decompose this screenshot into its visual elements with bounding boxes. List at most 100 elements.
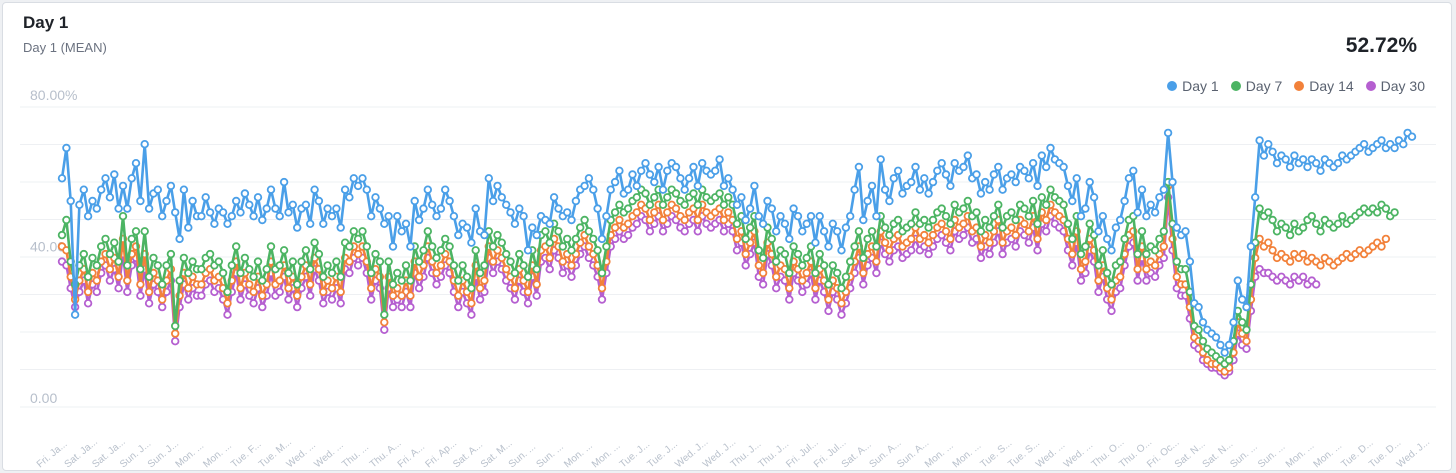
legend-item-day-14[interactable]: Day 14	[1294, 78, 1354, 94]
data-point	[240, 189, 250, 198]
data-point	[563, 234, 572, 244]
data-point	[175, 234, 184, 244]
data-point	[467, 299, 476, 308]
data-point	[806, 211, 816, 221]
data-point	[288, 200, 297, 209]
data-point	[972, 170, 981, 179]
data-point	[1063, 219, 1073, 228]
data-point	[824, 295, 833, 304]
data-point	[249, 299, 258, 308]
data-point	[1142, 276, 1151, 285]
data-point	[1041, 162, 1051, 172]
data-point	[105, 249, 115, 259]
data-point	[959, 162, 968, 172]
data-point	[406, 302, 415, 312]
data-point	[671, 189, 681, 198]
data-point	[197, 211, 206, 221]
data-point	[57, 230, 67, 240]
data-point	[1216, 340, 1225, 350]
data-point	[911, 162, 920, 172]
data-point	[184, 295, 193, 304]
data-point	[963, 196, 972, 206]
data-point	[1390, 143, 1399, 153]
data-point	[1024, 238, 1033, 247]
chart-title: Day 1	[23, 13, 69, 32]
data-point	[893, 166, 903, 175]
data-point	[1007, 208, 1016, 217]
data-point	[323, 261, 332, 270]
data-point	[336, 223, 345, 232]
data-point	[432, 211, 441, 221]
x-tick-label: Mon. ...	[562, 440, 595, 470]
data-point	[824, 306, 833, 316]
data-point	[989, 211, 999, 221]
legend-label: Day 7	[1245, 78, 1283, 94]
data-point	[615, 166, 624, 175]
data-point	[1072, 174, 1081, 183]
data-point	[876, 155, 885, 164]
data-point	[88, 253, 97, 263]
data-point	[663, 208, 672, 217]
data-point	[314, 249, 324, 259]
data-point	[745, 223, 755, 232]
data-point	[937, 204, 946, 213]
data-point	[123, 204, 132, 213]
data-point	[815, 249, 824, 259]
data-point	[850, 185, 859, 194]
data-point	[985, 249, 994, 259]
data-point	[772, 257, 781, 266]
x-tick-label: Fri. Ja...	[35, 439, 70, 471]
data-point	[1377, 242, 1386, 251]
data-point	[480, 230, 489, 240]
data-point	[1024, 174, 1033, 183]
data-point	[1242, 325, 1251, 334]
data-point	[258, 215, 267, 225]
data-point	[907, 219, 916, 228]
data-point	[406, 242, 415, 251]
data-point	[353, 181, 363, 191]
data-point	[258, 276, 267, 285]
data-point	[449, 261, 459, 270]
data-point	[972, 208, 981, 217]
data-point	[658, 215, 668, 225]
x-tick-label: Mon. ...	[590, 440, 623, 470]
data-point	[632, 193, 641, 202]
data-point	[332, 204, 341, 213]
data-point	[284, 295, 293, 304]
data-point	[593, 246, 602, 255]
data-point	[1020, 166, 1029, 175]
data-point	[632, 219, 641, 228]
data-point	[1255, 204, 1264, 213]
data-point	[785, 295, 794, 304]
x-tick-label: Thu. ...	[340, 442, 371, 470]
data-point	[907, 177, 916, 187]
data-point	[293, 223, 302, 232]
data-point	[401, 219, 411, 228]
data-point	[833, 268, 842, 278]
x-tick-label: Wed. ...	[1062, 440, 1095, 470]
data-point	[658, 227, 668, 236]
data-point	[332, 257, 341, 266]
data-point	[798, 227, 807, 236]
data-point	[554, 204, 563, 213]
data-point	[1285, 280, 1295, 289]
data-point	[1020, 219, 1029, 228]
data-point	[602, 242, 611, 251]
data-point	[467, 238, 476, 247]
data-point	[693, 181, 702, 191]
data-point	[414, 215, 424, 225]
data-point	[645, 215, 655, 225]
legend-dot-icon	[1230, 81, 1241, 91]
legend-item-day-7[interactable]: Day 7	[1230, 78, 1283, 94]
data-point	[1198, 318, 1208, 327]
data-point	[114, 204, 123, 213]
data-point	[380, 318, 389, 327]
data-point	[545, 253, 554, 263]
legend-item-day-30[interactable]: Day 30	[1365, 78, 1425, 94]
data-point	[179, 185, 189, 194]
data-point	[1081, 242, 1090, 251]
legend-item-day-1[interactable]: Day 1	[1167, 78, 1219, 94]
data-point	[306, 280, 315, 289]
data-point	[1011, 177, 1020, 187]
data-point	[610, 208, 620, 217]
